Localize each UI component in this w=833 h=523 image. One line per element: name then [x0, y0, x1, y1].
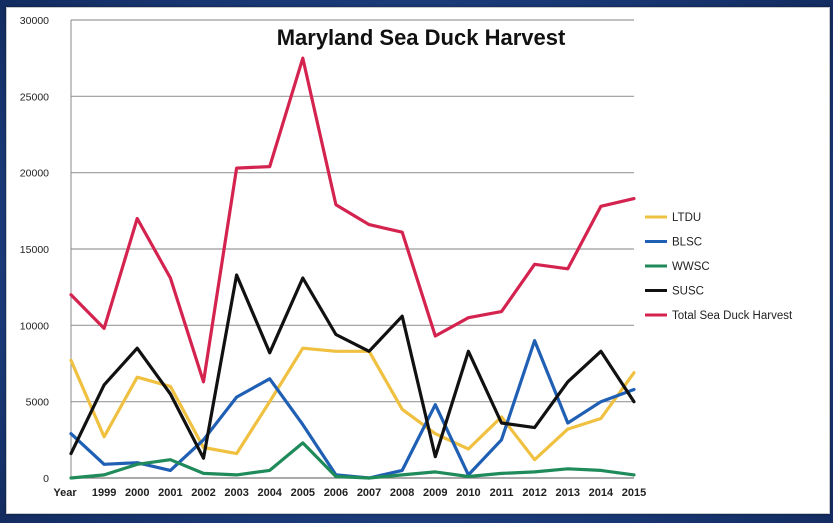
x-tick-label: 2008: [390, 487, 414, 499]
x-tick-label: 2006: [324, 487, 348, 499]
x-tick-label: 2010: [456, 487, 480, 499]
legend-entry: SUSC: [672, 286, 704, 298]
x-tick-label: 2007: [357, 487, 381, 499]
x-tick-label: 2014: [589, 487, 614, 499]
y-tick-label: 0: [43, 473, 49, 485]
x-tick-label: 2012: [522, 487, 546, 499]
y-tick-label: 20000: [20, 168, 49, 180]
x-tick-label: 2003: [224, 487, 248, 499]
x-tick-label: 2001: [158, 487, 182, 499]
legend: LTDU BLSC WWSC SUSC Total Sea Duck Harvest: [645, 212, 793, 322]
x-tick-label: 2004: [257, 487, 282, 499]
x-tick-label: 2011: [490, 487, 514, 499]
y-tick-label: 30000: [20, 15, 49, 27]
y-tick-label: 10000: [20, 320, 49, 332]
legend-entry: Total Sea Duck Harvest: [672, 310, 793, 322]
legend-entry: LTDU: [672, 212, 701, 224]
series-line-wwsc: [69, 441, 636, 480]
gridlines: [70, 19, 634, 479]
y-axis-ticks: 0 5000 10000 15000 20000 25000 30000: [20, 15, 49, 485]
x-tick-label: 2002: [191, 487, 215, 499]
y-tick-label: 5000: [26, 397, 50, 409]
y-tick-label: 25000: [20, 91, 49, 103]
x-axis-ticks: Year 1999 2000 2001 2002 2003 2004 2005 2006 2007…: [53, 487, 646, 499]
x-axis-prefix-label: Year: [53, 487, 77, 499]
y-tick-label: 15000: [20, 244, 49, 256]
series-line-total-sea-duck-harvest: [69, 56, 636, 384]
line-chart: 0 5000 10000 15000 20000 25000 30000 Year 1999 2…: [20, 15, 793, 499]
series-line-ltdu: [69, 346, 636, 462]
chart-panel: 0 5000 10000 15000 20000 25000 30000 Year 1999 2…: [6, 7, 830, 514]
x-tick-label: 2005: [291, 487, 315, 499]
x-tick-label: 2009: [423, 487, 447, 499]
x-tick-label: 2013: [556, 487, 580, 499]
series-line-susc: [69, 273, 636, 460]
x-tick-label: 1999: [92, 487, 116, 499]
series-lines: [69, 56, 636, 480]
x-tick-label: 2015: [622, 487, 646, 499]
legend-entry: BLSC: [672, 237, 702, 249]
x-tick-label: 2000: [125, 487, 149, 499]
legend-entry: WWSC: [672, 261, 710, 273]
chart-title: Maryland Sea Duck Harvest: [277, 25, 566, 50]
